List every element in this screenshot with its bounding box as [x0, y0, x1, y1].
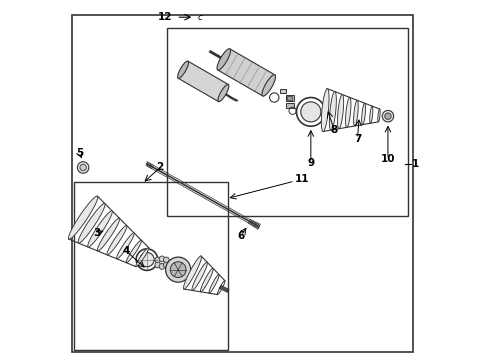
Ellipse shape	[353, 100, 358, 126]
Polygon shape	[178, 61, 228, 102]
Text: 1: 1	[411, 159, 418, 169]
Circle shape	[77, 162, 89, 173]
Circle shape	[163, 257, 169, 263]
Ellipse shape	[183, 256, 201, 289]
Circle shape	[155, 262, 160, 268]
Bar	[74, 182, 228, 350]
Ellipse shape	[116, 233, 134, 259]
Circle shape	[170, 262, 185, 278]
Bar	[285, 95, 293, 101]
Circle shape	[382, 111, 393, 122]
Ellipse shape	[217, 49, 230, 70]
Circle shape	[163, 262, 169, 268]
Circle shape	[140, 252, 154, 267]
Bar	[285, 103, 293, 108]
Text: 2: 2	[156, 162, 163, 172]
Ellipse shape	[361, 103, 365, 125]
Ellipse shape	[97, 218, 120, 251]
Text: c: c	[197, 13, 202, 22]
Circle shape	[165, 257, 190, 282]
Bar	[279, 89, 285, 93]
Ellipse shape	[377, 109, 379, 122]
Circle shape	[300, 102, 320, 122]
Ellipse shape	[192, 262, 207, 291]
Ellipse shape	[217, 280, 224, 294]
Circle shape	[159, 256, 164, 262]
Ellipse shape	[369, 106, 372, 123]
Ellipse shape	[218, 84, 228, 102]
Text: 10: 10	[380, 154, 394, 164]
Ellipse shape	[208, 274, 219, 293]
Ellipse shape	[337, 94, 343, 129]
Text: 11: 11	[294, 174, 308, 184]
Text: 5: 5	[76, 148, 83, 158]
Text: 9: 9	[306, 158, 314, 168]
Ellipse shape	[87, 211, 112, 247]
Text: 6: 6	[237, 231, 244, 240]
Ellipse shape	[126, 240, 141, 263]
Ellipse shape	[68, 196, 98, 239]
Bar	[167, 28, 407, 216]
Bar	[286, 96, 292, 100]
Ellipse shape	[107, 225, 127, 255]
Ellipse shape	[177, 61, 188, 78]
Circle shape	[384, 113, 390, 120]
Text: 4: 4	[122, 246, 130, 256]
Ellipse shape	[78, 203, 105, 243]
Text: 8: 8	[330, 125, 337, 135]
Text: 3: 3	[93, 228, 100, 238]
Ellipse shape	[200, 268, 213, 292]
Circle shape	[159, 264, 164, 269]
Text: 7: 7	[353, 134, 361, 144]
Ellipse shape	[329, 91, 336, 130]
Ellipse shape	[136, 248, 148, 267]
Text: 12: 12	[158, 12, 172, 22]
Ellipse shape	[262, 75, 275, 96]
Ellipse shape	[345, 98, 350, 127]
Circle shape	[155, 257, 160, 263]
Polygon shape	[217, 49, 274, 96]
Ellipse shape	[321, 89, 328, 131]
Circle shape	[80, 164, 86, 171]
